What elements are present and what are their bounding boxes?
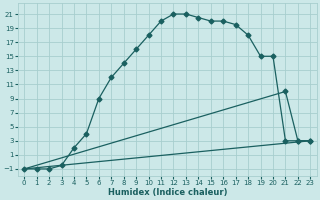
X-axis label: Humidex (Indice chaleur): Humidex (Indice chaleur) [108,188,227,197]
